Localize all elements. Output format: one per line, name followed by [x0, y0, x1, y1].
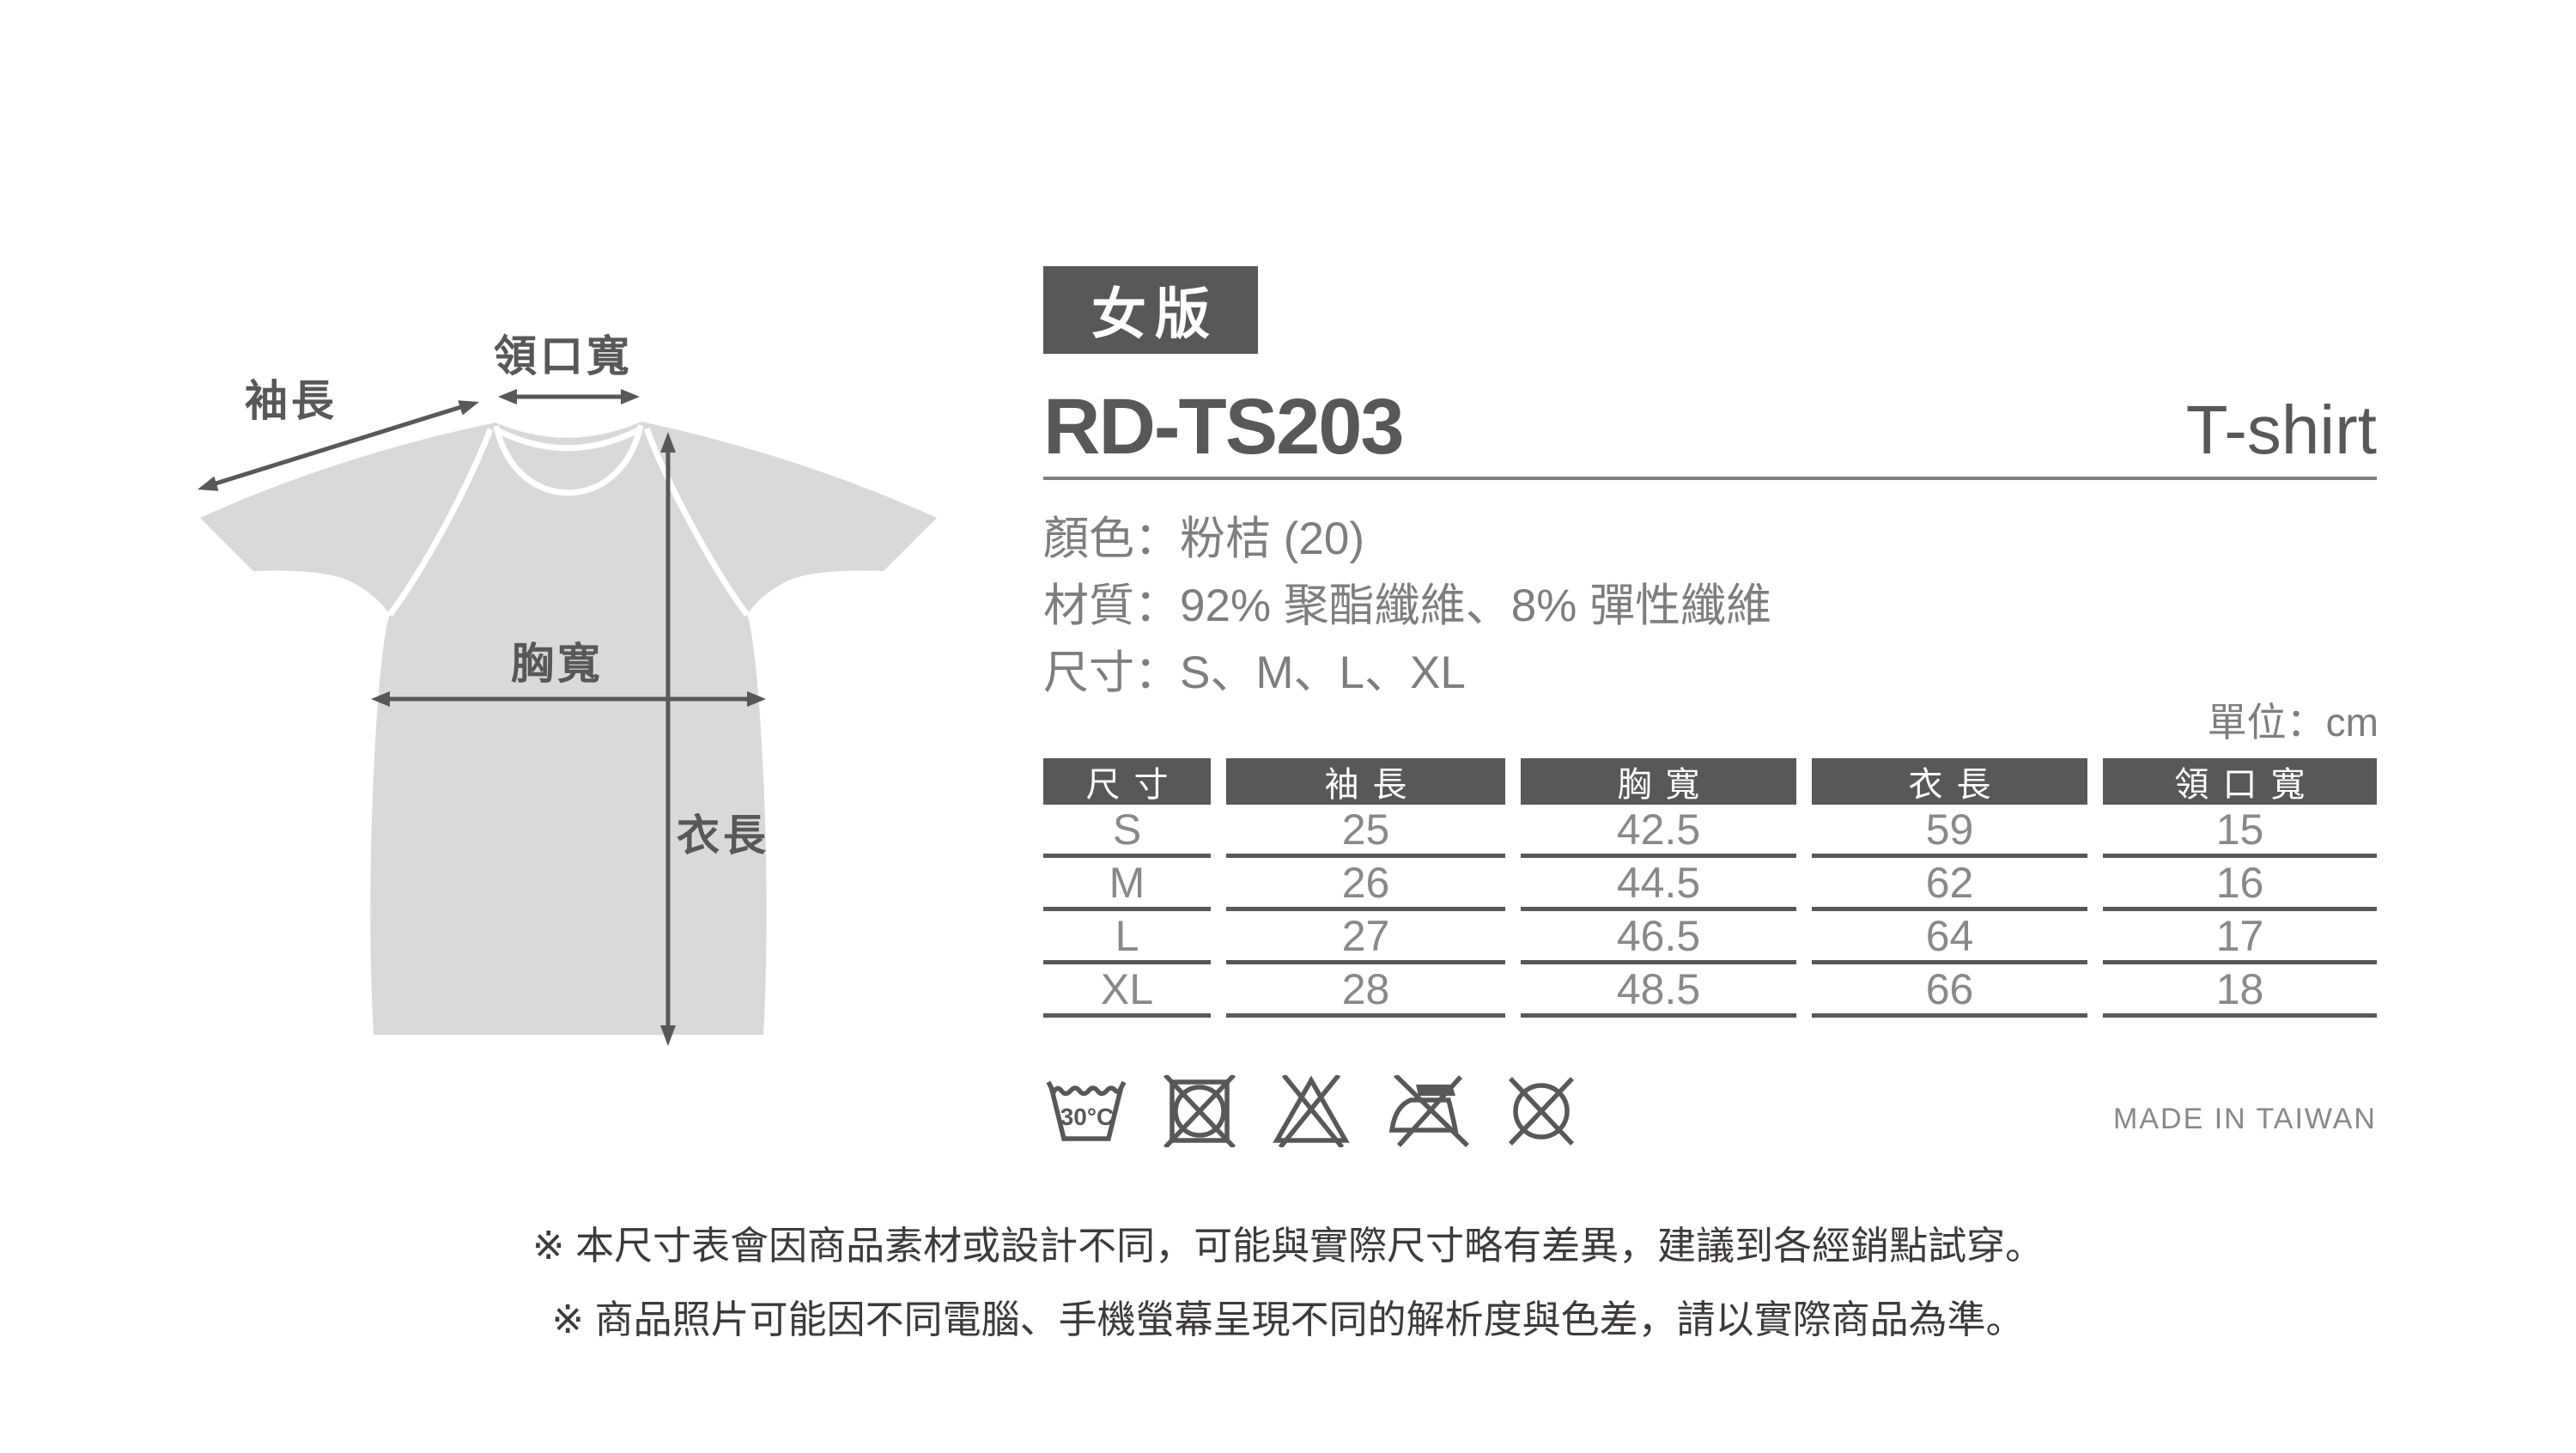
- cell-chest: 48.5: [1521, 964, 1796, 1018]
- cell-neck: 16: [2103, 858, 2377, 911]
- cell-length: 62: [1812, 858, 2087, 911]
- table-row: M 26 44.5 62 16: [1043, 858, 2377, 911]
- cell-neck: 18: [2103, 964, 2377, 1018]
- cell-length: 66: [1812, 964, 2087, 1018]
- wash-temp-text: 30°C: [1060, 1103, 1115, 1130]
- raglan-seam-right: [643, 427, 750, 617]
- wash-30c-icon: 30°C: [1046, 1080, 1127, 1141]
- spec-material: 材質：92% 聚酯纖維、8% 彈性纖維: [1043, 581, 1772, 631]
- sleeve-length-arrow: [197, 400, 479, 491]
- cell-length: 59: [1812, 805, 2087, 858]
- cell-chest: 44.5: [1521, 858, 1796, 911]
- footnote-sizing: ※ 本尺寸表會因商品素材或設計不同，可能與實際尺寸略有差異，建議到各經銷點試穿。: [532, 1224, 2044, 1268]
- made-in-label: MADE IN TAIWAN: [2113, 1103, 2377, 1135]
- table-row: XL 28 48.5 66 18: [1043, 964, 2377, 1018]
- neckband-inner-seam: [493, 424, 644, 496]
- size-table: 尺寸 袖長 胸寬 衣長 領口寬 S 25 42.5 59 15 M 26 44.…: [1043, 758, 2377, 1018]
- cell-size: S: [1043, 805, 1211, 858]
- col-header-size: 尺寸: [1043, 758, 1211, 805]
- product-category: T-shirt: [2185, 392, 2377, 468]
- cell-size: M: [1043, 858, 1211, 911]
- neckband-outer-seam: [497, 427, 640, 452]
- cell-chest: 46.5: [1521, 911, 1796, 964]
- care-instructions: 30°C: [1043, 1075, 1579, 1147]
- cell-sleeve: 26: [1226, 858, 1505, 911]
- chest-width-label: 胸寬: [511, 640, 604, 688]
- size-diagram: 領口寬 袖長 胸寬 衣長: [120, 309, 1030, 1099]
- col-header-chest: 胸寬: [1521, 758, 1796, 805]
- cell-neck: 15: [2103, 805, 2377, 858]
- title-divider: [1043, 477, 2377, 480]
- tshirt-shape: [200, 422, 937, 1035]
- garment-length-arrow: [660, 432, 676, 1046]
- do-not-bleach-icon: [1273, 1075, 1350, 1147]
- neck-width-label: 領口寬: [494, 332, 633, 380]
- do-not-iron-icon: [1388, 1075, 1469, 1147]
- garment-length-label: 衣長: [677, 812, 769, 860]
- product-specs: 顏色：粉桔 (20) 材質：92% 聚酯纖維、8% 彈性纖維 尺寸：S、M、L、…: [1043, 502, 1771, 702]
- cell-size: XL: [1043, 964, 1211, 1018]
- do-not-tumble-dry-icon: [1163, 1075, 1236, 1147]
- table-row: S 25 42.5 59 15: [1043, 805, 2377, 858]
- spec-color: 顏色：粉桔 (20): [1043, 514, 1364, 564]
- gender-badge: 女版: [1043, 266, 1258, 354]
- size-table-header-row: 尺寸 袖長 胸寬 衣長 領口寬: [1043, 758, 2377, 805]
- table-row: L 27 46.5 64 17: [1043, 911, 2377, 964]
- spec-sizes: 尺寸：S、M、L、XL: [1043, 647, 1466, 698]
- do-not-dry-clean-icon: [1509, 1077, 1574, 1146]
- cell-sleeve: 25: [1226, 805, 1505, 858]
- unit-note: 單位：cm: [2207, 700, 2379, 745]
- cell-size: L: [1043, 911, 1211, 964]
- cell-sleeve: 27: [1226, 911, 1505, 964]
- col-header-neck: 領口寬: [2103, 758, 2377, 805]
- cell-neck: 17: [2103, 911, 2377, 964]
- cell-sleeve: 28: [1226, 964, 1505, 1018]
- footnote-color: ※ 商品照片可能因不同電腦、手機螢幕呈現不同的解析度與色差，請以實際商品為準。: [551, 1298, 2025, 1341]
- sleeve-length-label: 袖長: [245, 377, 337, 425]
- raglan-seam-left: [387, 428, 494, 617]
- col-header-sleeve: 袖長: [1226, 758, 1505, 805]
- cell-length: 64: [1812, 911, 2087, 964]
- col-header-length: 衣長: [1812, 758, 2087, 805]
- tshirt-diagram-illustration: [197, 389, 937, 1046]
- product-model: RD-TS203: [1043, 383, 1405, 471]
- cell-chest: 42.5: [1521, 805, 1796, 858]
- neck-width-arrow: [498, 389, 640, 404]
- chest-width-arrow: [371, 691, 766, 707]
